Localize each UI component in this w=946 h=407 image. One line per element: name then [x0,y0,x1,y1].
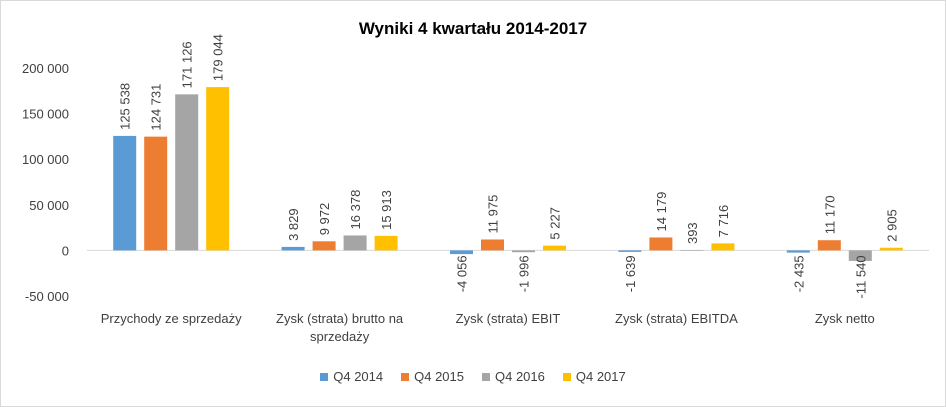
y-tick-label: 150 000 [22,107,69,122]
bar [175,94,199,251]
bar [343,235,367,251]
bar [711,243,735,251]
data-label: 11 975 [486,195,501,234]
legend-item: Q4 2015 [401,369,464,384]
category-label: Zysk (strata) EBIT [456,311,561,326]
y-tick-label: 0 [62,243,69,258]
data-label: -4 056 [455,255,470,292]
bar [113,135,137,251]
legend: Q4 2014 Q4 2015 Q4 2016 Q4 2017 [1,369,945,384]
bar [312,241,336,251]
bar [481,239,504,251]
legend-swatch [320,372,329,381]
category-label: Zysk (strata) brutto na [276,311,404,326]
bar [206,87,230,251]
bar [374,235,398,251]
bar [879,247,903,251]
bar [786,250,810,253]
bar [618,250,642,252]
bar [543,245,566,251]
y-tick-label: -50 000 [25,289,69,304]
category-label: sprzedaży [310,329,370,344]
legend-item: Q4 2014 [320,369,383,384]
data-label: -1 639 [623,255,638,292]
chart-title: Wyniki 4 kwartału 2014-2017 [358,19,588,38]
legend-label: Q4 2014 [333,369,384,384]
data-label: -1 996 [517,255,532,292]
bar [680,250,704,251]
data-label: 15 913 [379,190,394,230]
data-label: 393 [685,222,700,244]
legend-item: Q4 2017 [562,369,626,384]
data-label: 124 731 [149,84,164,131]
y-tick-label: 100 000 [22,152,69,167]
bar [450,250,473,255]
data-label: 9 972 [317,203,332,236]
legend-label: Q4 2017 [575,369,626,384]
data-label: 3 829 [286,208,301,241]
data-label: 171 126 [180,41,195,88]
legend-item: Q4 2016 [482,369,545,384]
legend-swatch [482,372,490,381]
data-label: -2 435 [791,255,806,292]
bar [281,246,305,251]
bar [817,240,841,251]
y-tick-label: 200 000 [22,61,69,76]
bar [649,237,673,251]
category-label: Przychody ze sprzedaży [101,311,242,326]
category-label: Zysk (strata) EBITDA [615,311,738,326]
y-tick-label: 50 000 [29,198,69,213]
legend-swatch [562,372,571,381]
legend-label: Q4 2016 [495,369,545,384]
data-label: 179 044 [211,34,226,81]
bar [144,136,168,251]
bar [848,250,872,261]
data-label: 11 170 [822,195,837,234]
data-label: 7 716 [716,205,731,238]
legend-label: Q4 2015 [414,369,464,384]
legend-swatch [401,372,410,381]
data-label: 14 179 [654,192,669,232]
data-label: 16 378 [348,190,363,230]
data-label: -11 540 [853,255,868,298]
category-label: Zysk netto [815,311,875,326]
data-label: 5 227 [548,207,563,240]
bar [512,250,535,253]
data-label: 125 538 [118,83,133,130]
data-label: 2 905 [884,209,899,242]
